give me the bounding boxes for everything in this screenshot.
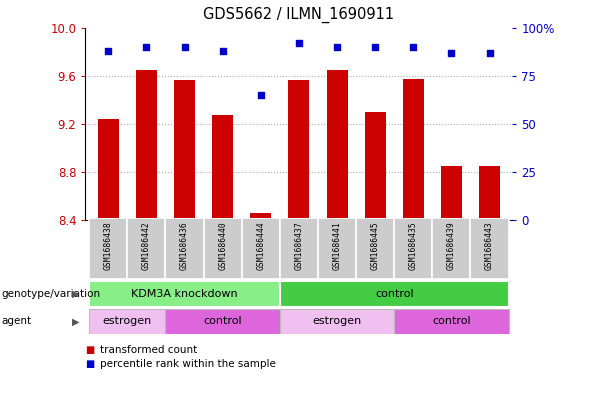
Bar [365,112,386,220]
Text: GSM1686435: GSM1686435 [409,221,418,270]
Text: agent: agent [1,316,31,326]
Text: KDM3A knockdown: KDM3A knockdown [131,289,238,299]
Text: transformed count: transformed count [100,345,197,355]
Point [485,50,494,56]
Text: GSM1686438: GSM1686438 [104,221,112,270]
Bar [89,281,280,307]
Text: percentile rank within the sample: percentile rank within the sample [100,358,276,369]
Text: ▶: ▶ [72,316,80,326]
Bar [98,119,119,220]
Point [294,40,304,46]
Text: GSM1686442: GSM1686442 [142,221,151,270]
Text: control: control [203,316,242,326]
Text: GSM1686439: GSM1686439 [447,221,456,270]
Point [218,48,227,54]
Text: estrogen: estrogen [312,316,362,326]
Text: GSM1686445: GSM1686445 [370,221,380,270]
Text: genotype/variation: genotype/variation [1,289,100,299]
Bar [212,116,233,220]
Bar [89,218,127,279]
Title: GDS5662 / ILMN_1690911: GDS5662 / ILMN_1690911 [203,7,395,23]
Bar [326,70,348,220]
Bar [174,81,195,220]
Bar [136,70,157,220]
Point [446,50,456,56]
Text: ▶: ▶ [72,289,80,299]
Bar [394,309,509,334]
Bar [280,309,394,334]
Point [370,44,380,50]
Text: GSM1686441: GSM1686441 [333,221,342,270]
Point [142,44,151,50]
Bar [479,166,500,220]
Bar [127,218,166,279]
Text: GSM1686440: GSM1686440 [218,221,227,270]
Text: GSM1686436: GSM1686436 [180,221,189,270]
Text: GSM1686443: GSM1686443 [485,221,494,270]
Bar [280,281,509,307]
Point [332,44,342,50]
Bar [166,309,280,334]
Bar [250,213,272,220]
Bar [89,309,166,334]
Text: control: control [375,289,413,299]
Bar [394,218,432,279]
Bar [356,218,394,279]
Point [409,44,418,50]
Bar [403,79,423,220]
Text: GSM1686444: GSM1686444 [256,221,265,270]
Point [256,92,266,98]
Text: ■: ■ [85,358,95,369]
Bar [318,218,356,279]
Text: control: control [432,316,471,326]
Bar [432,218,471,279]
Bar [289,81,309,220]
Text: ■: ■ [85,345,95,355]
Point [104,48,113,54]
Text: GSM1686437: GSM1686437 [294,221,303,270]
Bar [441,166,462,220]
Bar [166,218,204,279]
Text: estrogen: estrogen [102,316,152,326]
Bar [204,218,241,279]
Bar [280,218,318,279]
Bar [241,218,280,279]
Point [180,44,189,50]
Bar [471,218,509,279]
